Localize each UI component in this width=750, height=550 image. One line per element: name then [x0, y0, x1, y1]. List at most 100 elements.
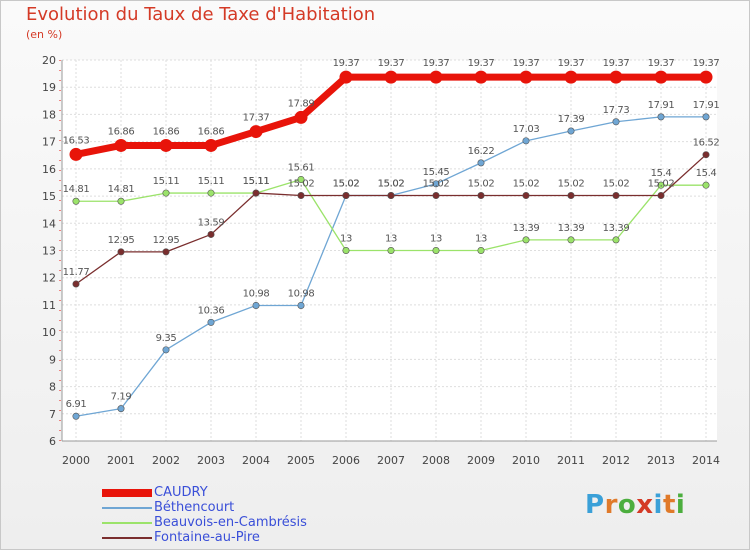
data-label: 16.53 [63, 135, 90, 146]
x-tick-label: 2001 [107, 454, 135, 467]
data-point [207, 189, 215, 197]
data-point [609, 70, 623, 84]
data-label: 7.19 [111, 392, 132, 403]
data-label: 15.61 [288, 162, 315, 173]
data-point [567, 192, 575, 200]
data-label: 10.98 [288, 288, 315, 299]
data-label: 13.59 [198, 217, 225, 228]
data-point [519, 70, 533, 84]
data-point [249, 125, 263, 139]
legend-label: Béthencourt [154, 500, 235, 515]
y-tick-label: 14 [42, 217, 56, 230]
data-label: 17.89 [288, 98, 315, 109]
data-point [72, 280, 80, 288]
data-label: 15.02 [558, 179, 585, 190]
chart-subtitle: (en %) [26, 28, 63, 41]
logo-letter: i [653, 490, 663, 520]
legend-swatch [102, 522, 152, 524]
data-point [477, 192, 485, 200]
data-label: 14.81 [108, 184, 135, 195]
data-label: 19.37 [648, 58, 675, 69]
logo-letter: o [617, 490, 637, 520]
y-tick-label: 10 [42, 326, 56, 339]
data-label: 19.37 [513, 58, 540, 69]
data-point [522, 236, 530, 244]
legend-swatch [102, 537, 152, 539]
data-point [72, 197, 80, 205]
data-point [117, 248, 125, 256]
data-label: 12.95 [153, 235, 180, 246]
data-point [294, 110, 308, 124]
data-label: 15.11 [198, 176, 225, 187]
data-label: 19.37 [603, 58, 630, 69]
data-label: 16.86 [108, 126, 135, 137]
x-tick-label: 2002 [152, 454, 180, 467]
data-point [564, 70, 578, 84]
x-tick-label: 2005 [287, 454, 315, 467]
x-tick-label: 2013 [647, 454, 675, 467]
data-point [474, 70, 488, 84]
data-label: 15.02 [468, 179, 495, 190]
data-label: 19.37 [423, 58, 450, 69]
data-point [477, 247, 485, 255]
y-tick-label: 8 [49, 381, 56, 394]
data-point [612, 118, 620, 126]
x-tick-label: 2004 [242, 454, 270, 467]
data-point [387, 247, 395, 255]
data-label: 16.86 [198, 126, 225, 137]
y-tick-label: 17 [42, 136, 56, 149]
data-point [657, 181, 665, 189]
data-label: 17.03 [513, 124, 540, 135]
data-label: 13.39 [603, 223, 630, 234]
data-label: 17.91 [648, 100, 675, 111]
legend-swatch [102, 489, 152, 497]
data-label: 16.86 [153, 126, 180, 137]
data-label: 13 [340, 234, 352, 245]
logo-letter: P [585, 490, 605, 520]
data-point [162, 189, 170, 197]
data-label: 15.4 [696, 168, 717, 179]
data-point [612, 236, 620, 244]
x-tick-label: 2008 [422, 454, 450, 467]
proxiti-logo: Proxiti [585, 490, 685, 520]
x-tick-label: 2009 [467, 454, 495, 467]
chart-title: Evolution du Taux de Taxe d'Habitation [26, 4, 376, 25]
data-point [69, 147, 83, 161]
x-tick-label: 2003 [197, 454, 225, 467]
data-label: 9.35 [156, 333, 177, 344]
data-label: 15.02 [288, 179, 315, 190]
data-label: 15.02 [333, 179, 360, 190]
data-label: 15.11 [153, 176, 180, 187]
legend-label: Beauvois-en-Cambrésis [154, 515, 307, 530]
data-point [297, 301, 305, 309]
x-tick-label: 2010 [512, 454, 540, 467]
data-label: 15.02 [378, 179, 405, 190]
data-point [117, 405, 125, 413]
data-label: 15.4 [651, 168, 672, 179]
data-point [387, 192, 395, 200]
data-label: 15.45 [423, 167, 450, 178]
data-label: 15.02 [378, 179, 405, 190]
legend-swatch [102, 507, 152, 509]
data-point [657, 192, 665, 200]
data-point [432, 192, 440, 200]
data-label: 19.37 [693, 58, 720, 69]
data-point [612, 192, 620, 200]
data-point [114, 138, 128, 152]
data-point [252, 189, 260, 197]
data-label: 16.52 [693, 138, 720, 149]
x-tick-label: 2000 [62, 454, 90, 467]
x-tick-label: 2014 [692, 454, 720, 467]
data-point [72, 412, 80, 420]
data-point [252, 301, 260, 309]
x-tick-label: 2012 [602, 454, 630, 467]
y-tick-label: 6 [49, 435, 56, 448]
y-tick-label: 18 [42, 108, 56, 121]
legend-label: CAUDRY [154, 485, 208, 500]
data-label: 15.02 [648, 179, 675, 190]
data-point [159, 138, 173, 152]
data-point [297, 192, 305, 200]
data-label: 16.22 [468, 146, 495, 157]
data-label: 15.11 [243, 176, 270, 187]
